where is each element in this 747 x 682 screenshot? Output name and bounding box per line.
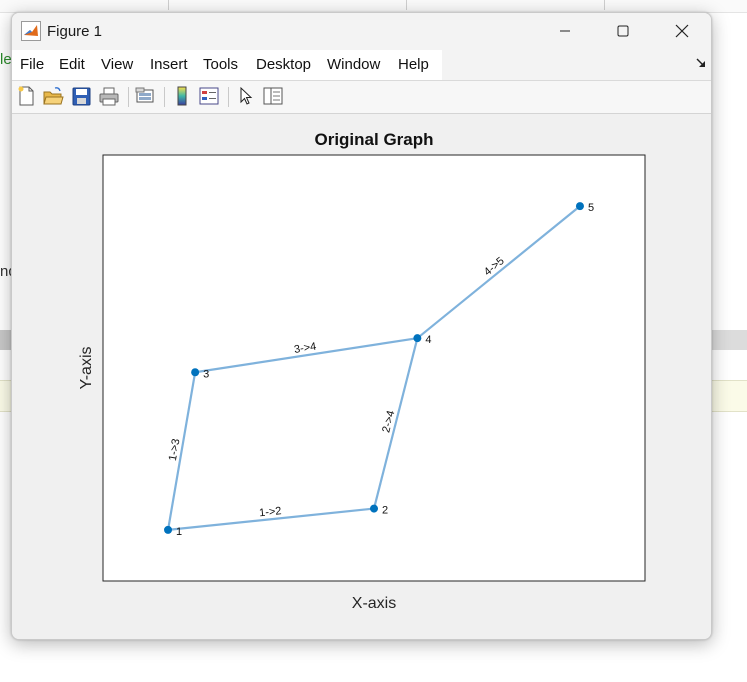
background-band	[0, 330, 12, 350]
x-axis-label: X-axis	[352, 595, 396, 612]
save-figure-button[interactable]	[70, 85, 92, 107]
background-band	[0, 380, 12, 412]
graph-edge-3-4	[194, 337, 418, 374]
save-disk-icon	[72, 87, 91, 106]
minimize-icon	[560, 30, 570, 32]
menu-desktop[interactable]: Desktop	[256, 56, 312, 73]
matlab-logo-icon	[21, 21, 41, 41]
toolbar-separator	[128, 87, 129, 107]
link-plot-button[interactable]	[134, 85, 156, 107]
node-label-4: 4	[425, 334, 431, 346]
maximize-button[interactable]	[600, 13, 646, 49]
toolbar-separator	[228, 87, 229, 107]
menu-bar-items-area	[12, 50, 442, 80]
node-label-5: 5	[588, 202, 594, 214]
edge-label-1-3: 1->3	[167, 438, 183, 462]
graph-node-5	[575, 202, 584, 211]
menu-file[interactable]: File	[20, 56, 45, 73]
title-bar[interactable]: Figure 1	[12, 13, 711, 50]
graph-edge-2-4	[372, 337, 419, 509]
y-axis-label: Y-axis	[78, 347, 95, 390]
minimize-button[interactable]	[542, 13, 588, 49]
link-plot-icon	[135, 87, 154, 103]
graph-edge-1-2	[167, 507, 375, 531]
edges-layer	[166, 205, 581, 531]
chart-title: Original Graph	[314, 130, 433, 149]
property-inspector-button[interactable]	[262, 85, 284, 107]
edge-label-2-4: 2->4	[380, 409, 397, 434]
maximize-icon	[617, 25, 629, 37]
edge-label-3-4: 3->4	[293, 341, 317, 356]
menu-edit[interactable]: Edit	[59, 56, 85, 73]
graph-node-1	[164, 525, 173, 534]
menu-window[interactable]: Window	[327, 56, 381, 73]
node-labels-layer: 1 2 3 4 5	[176, 202, 594, 538]
insert-colorbar-button[interactable]	[171, 85, 193, 107]
nodes-layer	[164, 202, 584, 534]
node-label-2: 2	[382, 505, 388, 517]
pointer-arrow-icon	[240, 86, 253, 105]
edge-label-1-2: 1->2	[259, 505, 282, 519]
menu-view[interactable]: View	[101, 56, 134, 73]
graph-plot: Original Graph 1->21->32->43->44->5 1234…	[78, 130, 646, 612]
graph-edge-4-5	[416, 205, 581, 340]
graph-node-4	[413, 334, 422, 343]
close-button[interactable]	[659, 13, 705, 49]
menu-tools[interactable]: Tools	[203, 56, 239, 73]
new-file-icon	[18, 86, 34, 106]
new-figure-button[interactable]	[15, 85, 37, 107]
window-title: Figure 1	[47, 23, 103, 40]
node-label-3: 3	[203, 368, 209, 380]
toolbar-separator	[164, 87, 165, 107]
menu-insert[interactable]: Insert	[150, 56, 188, 73]
node-label-1: 1	[176, 526, 182, 538]
edit-plot-button[interactable]	[235, 85, 257, 107]
dock-arrow-icon[interactable]	[695, 57, 707, 69]
insert-legend-button[interactable]	[198, 85, 220, 107]
menu-bar: File Edit View Insert Tools Desktop Wind…	[12, 50, 711, 81]
print-figure-button[interactable]	[98, 85, 120, 107]
legend-icon	[199, 87, 219, 105]
figure-toolbar	[12, 81, 711, 114]
background-text-fragment-top: le	[0, 51, 12, 68]
graph-node-3	[191, 368, 200, 377]
colorbar-icon	[177, 86, 187, 106]
printer-icon	[99, 87, 119, 106]
graph-edge-1-3	[166, 372, 197, 531]
open-folder-icon	[43, 87, 64, 105]
menu-help[interactable]: Help	[398, 56, 429, 73]
figure-window: Figure 1 File Edit View Insert Tools Des…	[11, 12, 712, 640]
open-file-button[interactable]	[42, 85, 64, 107]
close-icon	[675, 24, 689, 38]
property-inspector-icon	[263, 87, 283, 105]
graph-node-2	[370, 504, 378, 513]
